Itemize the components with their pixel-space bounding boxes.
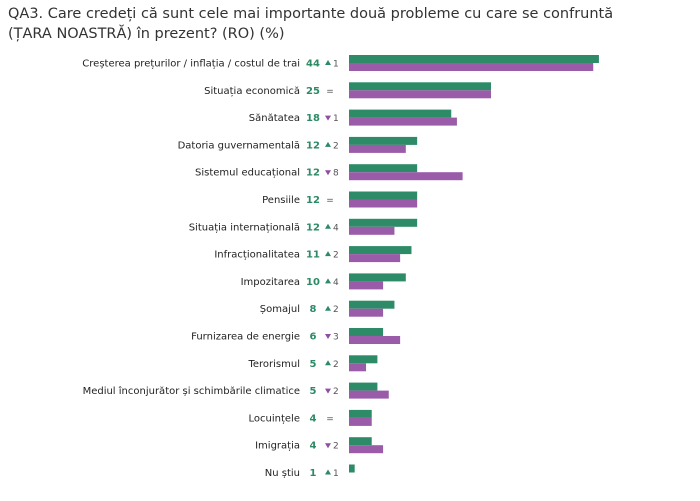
bar-current [349, 273, 406, 282]
category-label: Impozitarea [241, 277, 300, 288]
bar-previous [349, 254, 401, 263]
bar-previous [349, 226, 395, 235]
change-label: 1 [333, 469, 339, 479]
change-label: 3 [333, 333, 339, 343]
bar-previous [349, 144, 406, 153]
category-label: Situația internațională [189, 222, 300, 233]
value-label: 4 [310, 441, 317, 452]
change-down-icon [325, 170, 331, 176]
change-label: 8 [333, 169, 339, 179]
category-label: Sănătatea [249, 113, 300, 124]
value-label: 5 [310, 386, 317, 397]
value-label: 11 [306, 250, 320, 261]
change-label: 2 [333, 442, 339, 452]
change-up-icon [325, 60, 331, 65]
change-equal: = [326, 414, 334, 424]
category-label: Infracționalitatea [214, 250, 300, 261]
bar-current [349, 55, 599, 63]
change-up-icon [325, 251, 331, 257]
change-down-icon [325, 388, 331, 394]
category-label: Locuințele [249, 413, 300, 424]
category-label: Imigrația [255, 441, 300, 452]
value-label: 12 [306, 195, 320, 206]
category-label: Pensiile [262, 195, 300, 206]
chart-title: QA3. Care credeți că sunt cele mai impor… [8, 4, 688, 44]
change-up-icon [325, 469, 331, 475]
value-label: 12 [306, 168, 320, 179]
bar-current [349, 109, 452, 118]
change-label: 2 [333, 141, 339, 151]
change-equal: = [326, 87, 334, 97]
bar-previous [349, 308, 384, 317]
value-label: 44 [306, 59, 320, 70]
bar-current [349, 164, 418, 173]
value-label: 8 [310, 304, 317, 315]
bar-previous [349, 363, 367, 372]
value-label: 25 [306, 86, 320, 97]
category-label: Creșterea prețurilor / inflația / costul… [82, 59, 300, 70]
bar-previous [349, 63, 594, 71]
change-equal: = [326, 196, 334, 206]
change-up-icon [325, 141, 331, 147]
bar-previous [349, 117, 457, 126]
change-down-icon [325, 443, 331, 449]
category-label: Situația economică [204, 86, 300, 97]
bar-current [349, 328, 384, 336]
value-label: 6 [310, 332, 317, 343]
change-down-icon [325, 334, 331, 339]
change-label: 1 [333, 114, 339, 124]
bar-previous [349, 445, 384, 454]
category-label: Nu știu [265, 468, 300, 479]
bar-previous [349, 172, 463, 181]
bar-current [349, 437, 372, 446]
value-label: 12 [306, 222, 320, 233]
change-label: 2 [333, 251, 339, 261]
category-label: Datoria guvernamentală [178, 140, 300, 151]
value-label: 5 [310, 359, 317, 370]
category-label: Furnizarea de energie [191, 332, 300, 343]
change-label: 2 [333, 305, 339, 315]
change-label: 4 [333, 223, 339, 233]
bar-current [349, 464, 355, 473]
change-label: 1 [333, 60, 339, 70]
category-label: Mediul înconjurător și schimbările clima… [83, 385, 300, 397]
bar-current [349, 136, 418, 145]
change-label: 2 [333, 387, 339, 397]
bar-current [349, 300, 395, 309]
bar-current [349, 355, 378, 364]
bar-current [349, 409, 372, 418]
change-label: 2 [333, 360, 339, 370]
bar-previous [349, 417, 372, 426]
value-label: 18 [306, 113, 320, 124]
change-up-icon [325, 360, 331, 366]
change-down-icon [325, 115, 331, 121]
bar-current [349, 82, 491, 91]
category-label: Șomajul [260, 304, 300, 315]
bar-previous [349, 199, 418, 208]
change-label: 4 [333, 278, 339, 288]
bar-previous [349, 390, 389, 399]
bar-current [349, 382, 378, 391]
title-line-2: (ȚARA NOASTRĂ) în prezent? (RO) (%) [8, 26, 285, 42]
category-label: Terorismul [247, 359, 300, 370]
value-label: 10 [306, 277, 320, 288]
change-up-icon [325, 223, 331, 229]
bar-current [349, 218, 418, 227]
value-label: 4 [310, 413, 317, 424]
change-up-icon [325, 278, 331, 284]
bar-previous [349, 336, 401, 344]
category-label: Sistemul educațional [195, 168, 300, 179]
bar-current [349, 246, 412, 255]
title-line-1: QA3. Care credeți că sunt cele mai impor… [8, 6, 614, 22]
bar-previous [349, 90, 491, 99]
bar-current [349, 191, 418, 200]
value-label: 1 [310, 468, 317, 479]
bar-previous [349, 281, 384, 290]
value-label: 12 [306, 140, 320, 151]
change-up-icon [325, 305, 331, 311]
